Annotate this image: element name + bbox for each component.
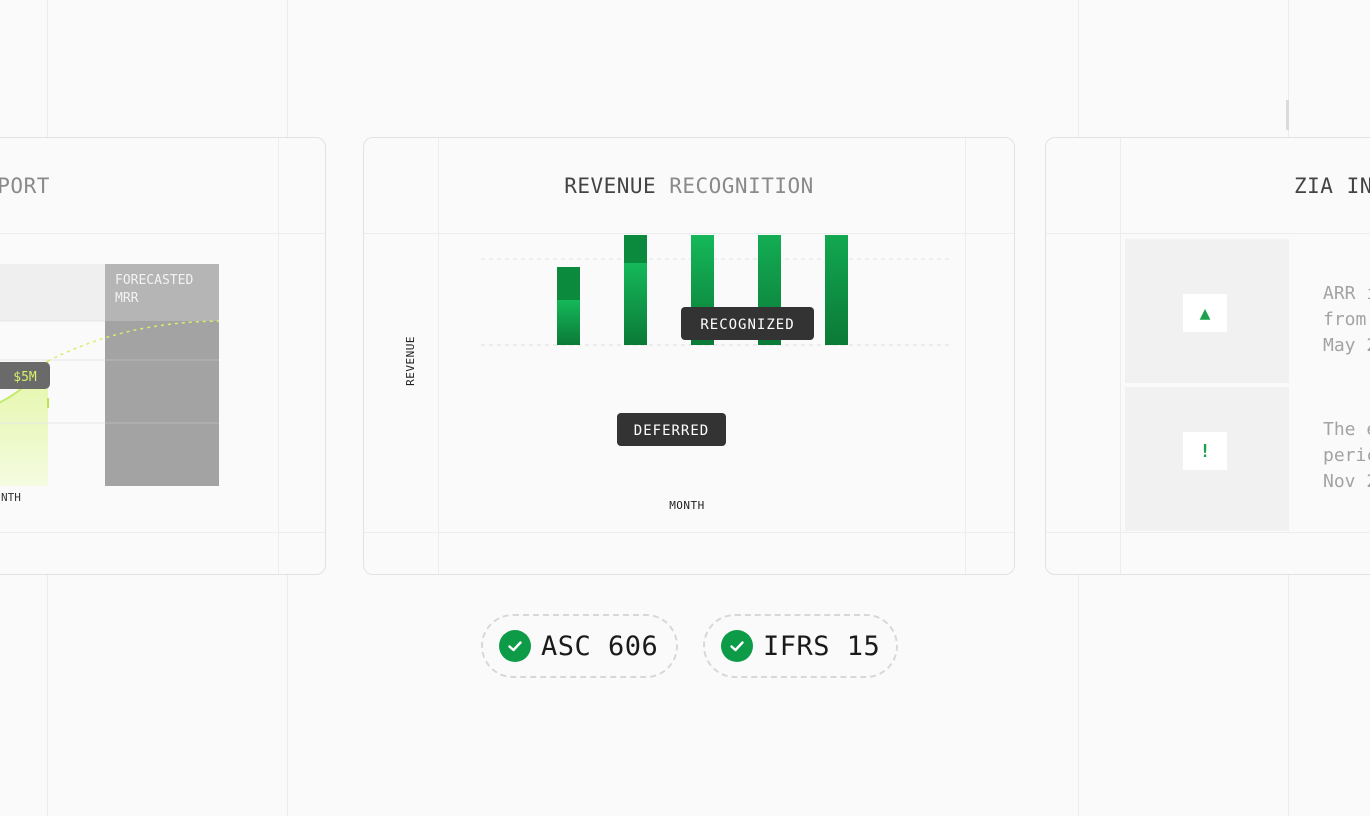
insight-icon-box: ! [1125, 387, 1289, 531]
x-axis-label: MONTH [669, 499, 705, 512]
insight-text: ARR i from May 2 [1323, 283, 1370, 356]
triangle-up-icon: ▲ [1183, 294, 1227, 332]
bar-deferred [557, 267, 580, 300]
revenue-bar-chart: MONTH REVENUE RECOGNIZED DEFERRED [404, 235, 951, 512]
bar-recognized [557, 300, 580, 345]
bar-deferred [624, 235, 647, 263]
tooltip-deferred: DEFERRED [634, 423, 709, 439]
title-primary: REVENUE [564, 174, 657, 198]
zia-insights-card: ZIA IN ▲ ARR i from May 2 ! The e peric … [1045, 137, 1370, 575]
card-title: REPORT [0, 174, 50, 198]
forecast-label: MRR [115, 291, 139, 306]
actual-region-header [0, 264, 105, 321]
forecast-label: FORECASTED [115, 273, 193, 288]
insight-text: The e peric Nov 2 [1323, 419, 1370, 492]
forecast-header [105, 264, 219, 321]
badge-label: ASC 606 [541, 630, 659, 662]
tooltip-recognized: RECOGNIZED [700, 317, 794, 333]
title-secondary: RECOGNITION [669, 174, 814, 198]
check-circle-icon [721, 630, 753, 662]
revenue-recognition-card: REVENUE RECOGNITION MONTH REVENUE RECOGNIZ… [363, 137, 1015, 575]
insight-icon-box: ▲ [1125, 239, 1289, 383]
tooltip-recognized-bg [681, 307, 814, 340]
tooltip-deferred-bg [617, 413, 726, 446]
check-circle-icon [499, 630, 531, 662]
asc-606-badge: ASC 606 [481, 614, 678, 678]
scroll-indicator [1286, 100, 1289, 130]
forecast-line [47, 320, 220, 362]
x-axis-label: NTH [1, 491, 21, 504]
mrr-report-card: REPORT FORECASTED MRR $5M NTH [0, 137, 326, 575]
value-badge-bg [0, 362, 50, 389]
value-badge: $5M [13, 370, 37, 385]
mrr-area-chart: FORECASTED MRR $5M NTH [0, 264, 220, 504]
card-title: REVENUE RECOGNITION [364, 138, 1014, 234]
bar-recognized [825, 235, 848, 345]
bar-recognized [624, 263, 647, 345]
exclamation-icon: ! [1183, 432, 1227, 470]
ifrs-15-badge: IFRS 15 [703, 614, 898, 678]
badge-label: IFRS 15 [763, 630, 881, 662]
card-title: ZIA IN [1294, 174, 1370, 198]
y-axis-label: REVENUE [404, 336, 417, 386]
value-marker [47, 398, 49, 408]
